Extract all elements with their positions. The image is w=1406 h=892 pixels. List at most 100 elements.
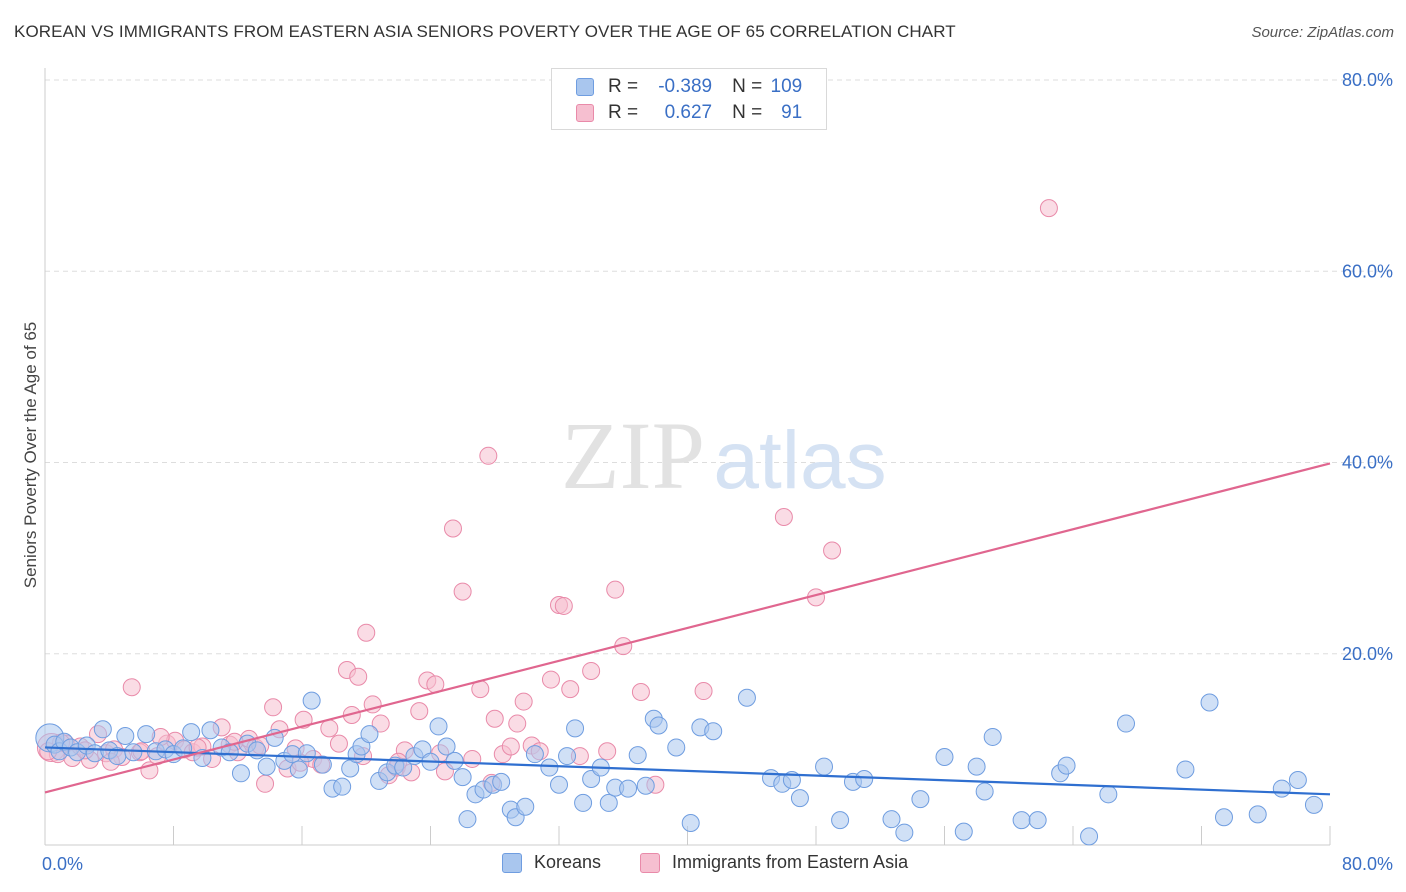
immigrant-point (357, 623, 376, 642)
korean-point (599, 793, 618, 812)
korean-point (492, 772, 511, 791)
korean-point (1304, 795, 1323, 814)
immigrant-point (541, 670, 560, 689)
correlation-legend: R = -0.389 N = 109 R = 0.627 N = 91 (551, 68, 827, 130)
korean-point (681, 814, 700, 833)
korean-point (815, 757, 834, 776)
series-legend: Koreans Immigrants from Eastern Asia (0, 852, 1406, 878)
korean-point (1099, 785, 1118, 804)
r-value: 0.627 (664, 102, 713, 123)
korean-point (550, 775, 568, 794)
immigrant-point (349, 667, 368, 686)
korean-point (619, 779, 638, 798)
korean-point (525, 745, 544, 764)
x-tick-label-min: 0.0% (42, 854, 83, 874)
koreans-legend-swatch (502, 852, 522, 873)
grid-lines (45, 79, 1392, 655)
immigrant-point (1039, 199, 1058, 218)
korean-point (737, 688, 756, 707)
korean-point (954, 822, 973, 841)
korean-point (458, 810, 477, 829)
immigrants-swatch (576, 104, 594, 122)
series-koreans-points (35, 688, 1323, 846)
tick-labels: 20.0% 40.0% 60.0% 80.0% 0.0% 80.0% (42, 70, 1393, 874)
immigrant-point (256, 774, 275, 793)
source-label: Source: ZipAtlas.com (1251, 24, 1394, 41)
korean-point (93, 720, 112, 739)
korean-point (137, 725, 156, 744)
korean-point (540, 758, 559, 777)
trend-line-koreans (44, 746, 1331, 796)
korean-point (302, 691, 321, 710)
immigrant-point (561, 680, 580, 699)
korean-point (1057, 756, 1076, 775)
korean-point (566, 719, 585, 738)
korean-point (831, 811, 850, 830)
korean-point (360, 725, 379, 744)
legend-row-immigrants: R = 0.627 N = 91 (576, 101, 802, 125)
immigrant-point (774, 508, 793, 527)
immigrant-point (264, 698, 283, 717)
immigrant-point (823, 541, 842, 560)
korean-point (855, 770, 874, 789)
immigrant-point (485, 709, 504, 728)
korean-point (453, 768, 472, 787)
korean-point (558, 747, 577, 766)
y-tick-label: 20.0% (1342, 644, 1393, 664)
series-immigrants-points (36, 199, 1058, 794)
korean-point (201, 721, 220, 740)
legend-row-koreans: R = -0.389 N = 109 (576, 75, 802, 99)
korean-point (574, 793, 593, 812)
korean-point (975, 782, 994, 801)
immigrant-point (501, 737, 520, 756)
watermark-atlas: atlas (713, 415, 886, 506)
korean-point (116, 726, 135, 745)
korean-point (911, 790, 930, 809)
immigrant-point (329, 734, 348, 753)
immigrant-point (453, 582, 472, 601)
korean-point (182, 723, 201, 742)
korean-point (1288, 770, 1307, 789)
chart-title: KOREAN VS IMMIGRANTS FROM EASTERN ASIA S… (14, 22, 956, 41)
korean-point (882, 810, 901, 829)
immigrant-point (320, 719, 339, 738)
korean-point (289, 760, 308, 779)
korean-point (790, 789, 809, 808)
korean-point (895, 823, 914, 842)
korean-point (1176, 760, 1195, 779)
immigrant-point (479, 446, 498, 465)
r-label: R = (608, 76, 639, 97)
korean-point (1200, 693, 1219, 712)
immigrant-point (694, 682, 713, 701)
korean-point (429, 717, 448, 736)
immigrant-point (554, 596, 573, 615)
axes (44, 68, 1331, 846)
koreans-legend-label: Koreans (534, 852, 602, 872)
korean-point (628, 746, 647, 765)
korean-point (220, 743, 239, 762)
immigrant-point (606, 580, 625, 599)
korean-point (313, 755, 332, 774)
immigrant-point (371, 714, 390, 733)
korean-point (935, 748, 954, 767)
immigrants-legend-swatch (640, 852, 660, 873)
korean-point (1248, 805, 1267, 824)
immigrant-point (410, 702, 429, 721)
korean-point (704, 722, 723, 741)
korean-point (1214, 808, 1233, 827)
watermark: ZIP atlas (561, 402, 887, 509)
korean-point (1117, 714, 1136, 733)
n-label: N = (732, 102, 763, 123)
korean-point (1080, 827, 1099, 846)
immigrant-point (508, 714, 527, 733)
y-axis-label: Seniors Poverty Over the Age of 65 (21, 322, 40, 588)
r-label: R = (608, 102, 639, 123)
immigrant-point (294, 710, 313, 729)
korean-point (437, 737, 456, 756)
immigrant-point (631, 683, 650, 701)
trend-line-immigrants (44, 462, 1331, 794)
korean-point (1028, 811, 1047, 830)
korean-point (257, 757, 276, 776)
immigrant-point (514, 692, 533, 711)
